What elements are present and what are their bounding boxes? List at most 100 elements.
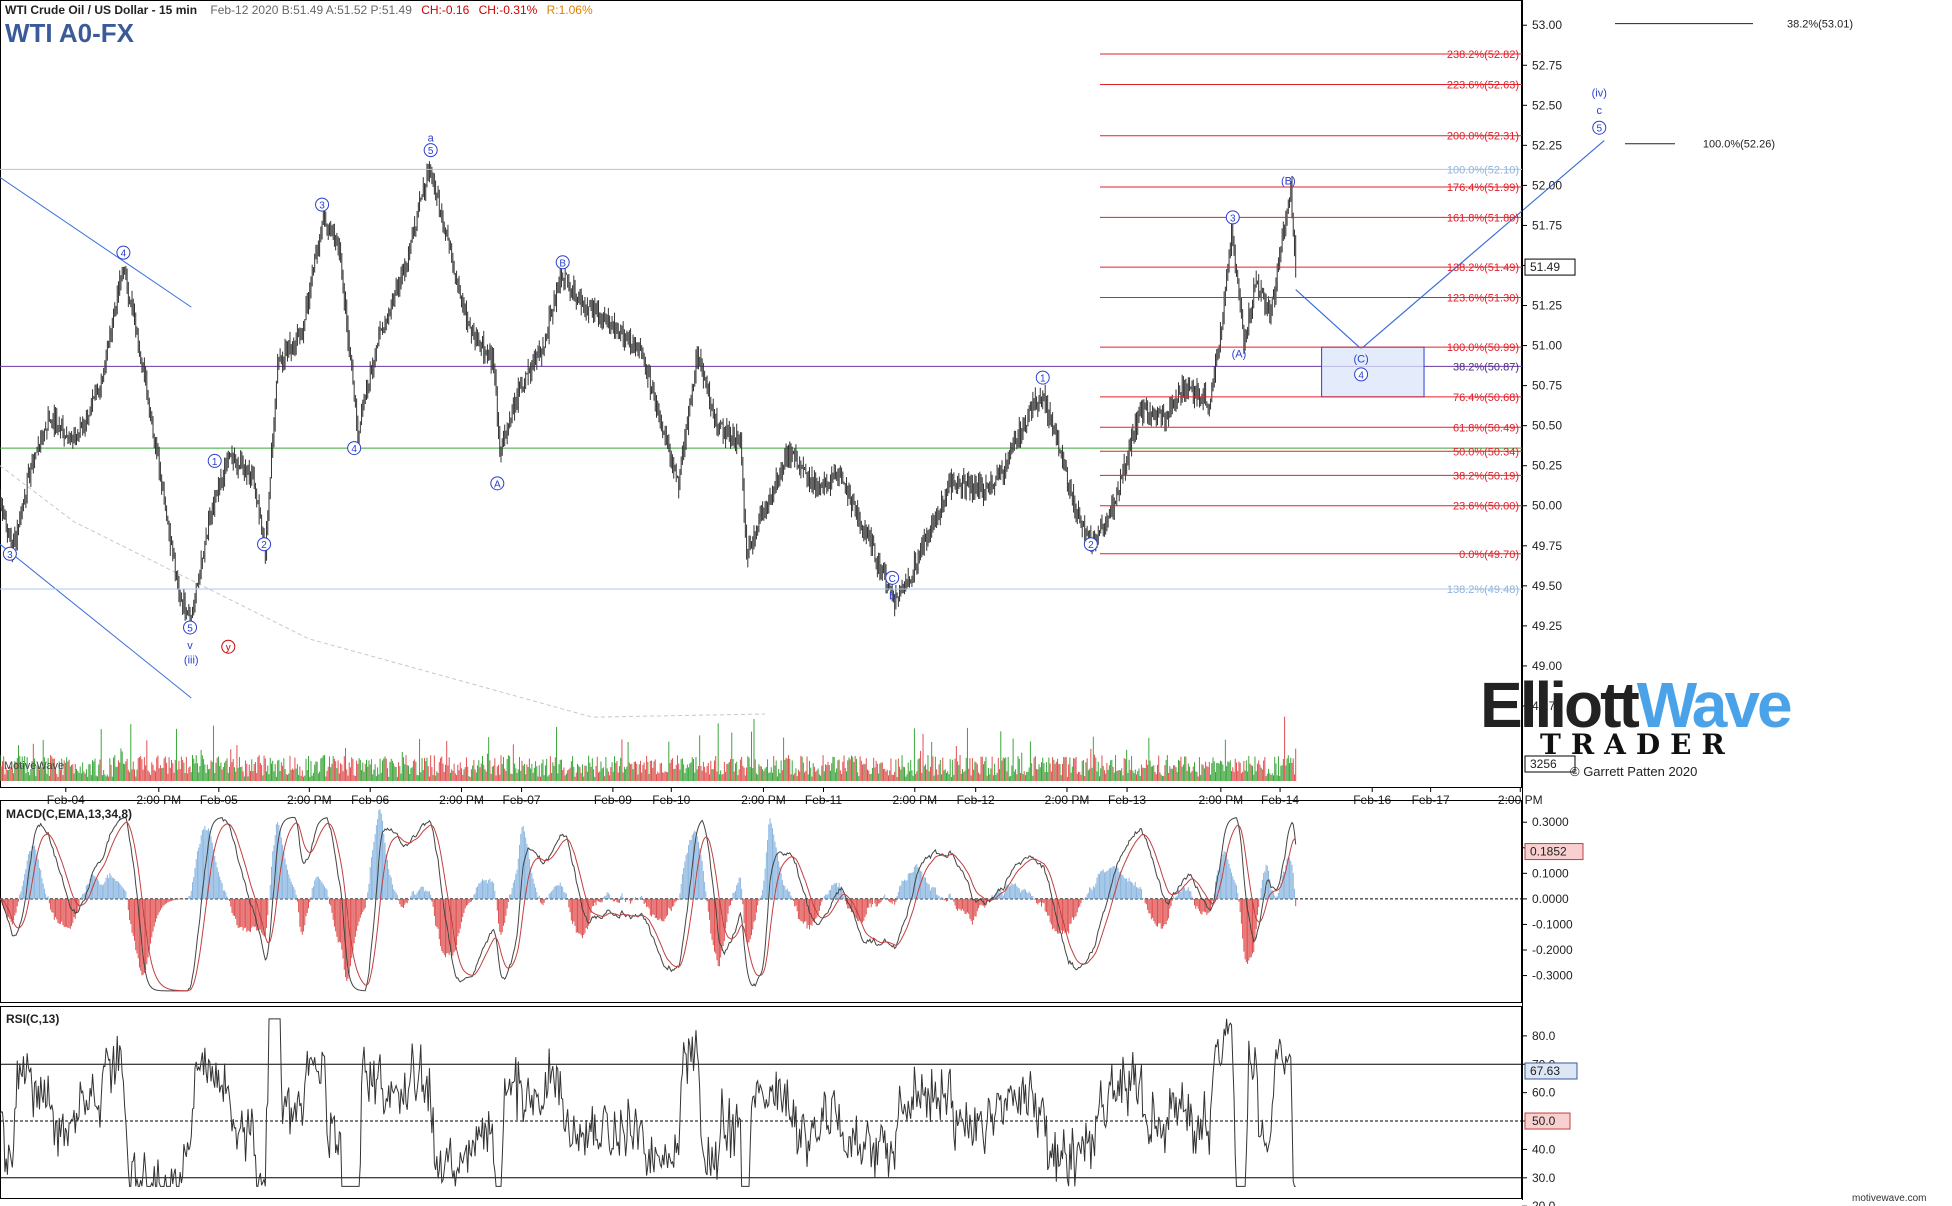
wave-label: 3 — [7, 550, 13, 561]
fib-label: 161.8%(51.80) — [1447, 212, 1519, 224]
wave-label: 5 — [1596, 124, 1602, 135]
range-pct: R:1.06% — [546, 3, 593, 17]
macd-line — [0, 816, 1297, 992]
price-tick-label: 50.25 — [1532, 459, 1562, 473]
wave-circle — [315, 197, 330, 212]
fib-label: 238.2%(52.82) — [1447, 49, 1519, 61]
price-tick-label: 49.25 — [1532, 619, 1562, 633]
volume-bars — [0, 716, 1297, 781]
price-tick-label: 52.25 — [1532, 138, 1562, 152]
fib-label: 61.8%(50.49) — [1453, 422, 1519, 434]
wave-circle — [423, 143, 438, 158]
extension-label: 100.0%(52.10) — [1447, 164, 1519, 176]
price-tick-label: 50.75 — [1532, 379, 1562, 393]
rsi-last-value: 67.63 — [1530, 1064, 1560, 1078]
macd-last-badge — [1524, 843, 1584, 861]
price-tick-label: 49.00 — [1532, 659, 1562, 673]
wave-circle — [1225, 210, 1240, 225]
wave-label: B — [559, 258, 566, 269]
fib-label: 200.0%(52.31) — [1447, 131, 1519, 143]
wave-label: (C) — [1353, 353, 1368, 365]
price-tick-label: 51.25 — [1532, 299, 1562, 313]
change-abs: CH:-0.16 — [421, 3, 470, 17]
wave-label: C — [889, 574, 896, 585]
wave-circle — [183, 620, 198, 635]
wave-label: 5 — [428, 146, 434, 157]
big-symbol: WTI A0-FX — [5, 18, 135, 48]
channel-lower — [0, 543, 192, 699]
symbol-line: WTI Crude Oil / US Dollar - 15 min — [5, 3, 198, 17]
wave-label: 4 — [351, 444, 357, 455]
last-price-badge — [1524, 258, 1576, 276]
macd-signal-line — [0, 821, 1297, 992]
extension-label: 138.2%(49.48) — [1447, 584, 1519, 596]
last-price: 51.49 — [1530, 260, 1560, 274]
logo-copyright: © Garrett Patten 2020 — [1570, 764, 1698, 779]
wave-label: (iv) — [1592, 87, 1607, 99]
wave-label: (B) — [1281, 176, 1296, 188]
wave-circle — [221, 639, 236, 654]
wave-circle — [116, 245, 131, 260]
ohlc-bars — [0, 161, 1297, 629]
fibonacci-levels[interactable]: 100.0%(52.10) 138.2%(49.48) 238.2%(52.82) 2… — [0, 19, 1853, 596]
rsi-tick-label: 20.0 — [1532, 1199, 1556, 1206]
macd-tick-label: -0.1000 — [1532, 917, 1573, 931]
rsi-tick-label: 60.0 — [1532, 1086, 1556, 1100]
moving-average-dashed — [0, 465, 766, 718]
time-axis[interactable]: Feb-04 2:00 PM Feb-05 2:00 PM Feb-06 2:00 PM F… — [47, 788, 1543, 807]
price-tick-label: 53.00 — [1532, 18, 1562, 32]
wave-label: 4 — [1358, 370, 1364, 381]
price-tick-label: 49.50 — [1532, 579, 1562, 593]
rsi-frame — [0, 1006, 1522, 1199]
elliottwave-trader-logo: ElliottWave TRADER © Garrett Patten 2020 — [1478, 664, 1793, 784]
macd-panel[interactable]: 0.30000.20000.10000.0000-0.1000-0.2000-0… — [0, 800, 1584, 1003]
rsi-level-value: 50.0 — [1532, 1114, 1556, 1128]
price-frame — [0, 0, 1522, 788]
price-tick-label: 48.75 — [1532, 699, 1562, 713]
change-pct: CH:-0.31% — [478, 3, 538, 17]
wave-label: 3 — [1230, 213, 1236, 224]
wave-label: a — [428, 132, 435, 144]
wave-label: 4 — [121, 249, 127, 260]
wave-labels: 3 4 1 5 v (iii) y 2 3 4 a 5 B A Cb 1 2 3 (A) (B) (C) 4 (iv) c 5 — [2, 87, 1607, 667]
logo-wordmark: ElliottWave — [1480, 668, 1793, 742]
logo-sub: TRADER — [1540, 728, 1735, 761]
wave-circle — [1035, 370, 1050, 385]
macd-tick-label: 0.0000 — [1532, 892, 1569, 906]
rsi-level-badge — [1524, 1112, 1571, 1130]
price-axis[interactable]: 53.0052.7552.5052.2552.0051.7551.5051.25… — [1522, 0, 1576, 1200]
fib-label: 76.4%(50.68) — [1453, 392, 1519, 404]
macd-title: MACD(C,EMA,13,34,8) — [6, 807, 133, 821]
fib-label: 138.2%(51.49) — [1447, 262, 1519, 274]
price-tick-label: 51.75 — [1532, 218, 1562, 232]
logo-word2: Wave — [1636, 669, 1793, 741]
rsi-title: RSI(C,13) — [6, 1012, 60, 1026]
fib-label: 23.6%(50.00) — [1453, 501, 1519, 513]
wave-label: 1 — [212, 457, 218, 468]
wave-circle — [1354, 367, 1369, 382]
wave-circle — [347, 441, 362, 456]
wave-circle — [555, 255, 570, 270]
wave-label: 5 — [187, 623, 193, 634]
quote-line: Feb-12 2020 B:51.49 A:51.52 P:51.49 — [210, 3, 412, 17]
wave-label: 2 — [1088, 540, 1094, 551]
channel-upper — [0, 176, 192, 308]
wave-label: 3 — [319, 201, 325, 212]
wave-label: A — [494, 479, 501, 490]
price-panel[interactable] — [0, 0, 1605, 788]
wave-circle — [885, 570, 900, 585]
wave-label: v — [187, 640, 193, 652]
wave-circle — [207, 453, 222, 468]
price-tick-label: 52.00 — [1532, 178, 1562, 192]
wave-circle — [1083, 537, 1098, 552]
rsi-tick-label: 80.0 — [1532, 1029, 1556, 1043]
motivewave-watermark: MotiveWave — [4, 760, 65, 772]
rsi-line — [0, 1018, 1296, 1187]
macd-tick-label: 0.1000 — [1532, 866, 1569, 880]
macd-last-value: 0.1852 — [1530, 845, 1567, 859]
fib-label: 223.6%(52.63) — [1447, 79, 1519, 91]
macd-tick-label: -0.3000 — [1532, 969, 1573, 983]
wave-circle — [490, 476, 505, 491]
